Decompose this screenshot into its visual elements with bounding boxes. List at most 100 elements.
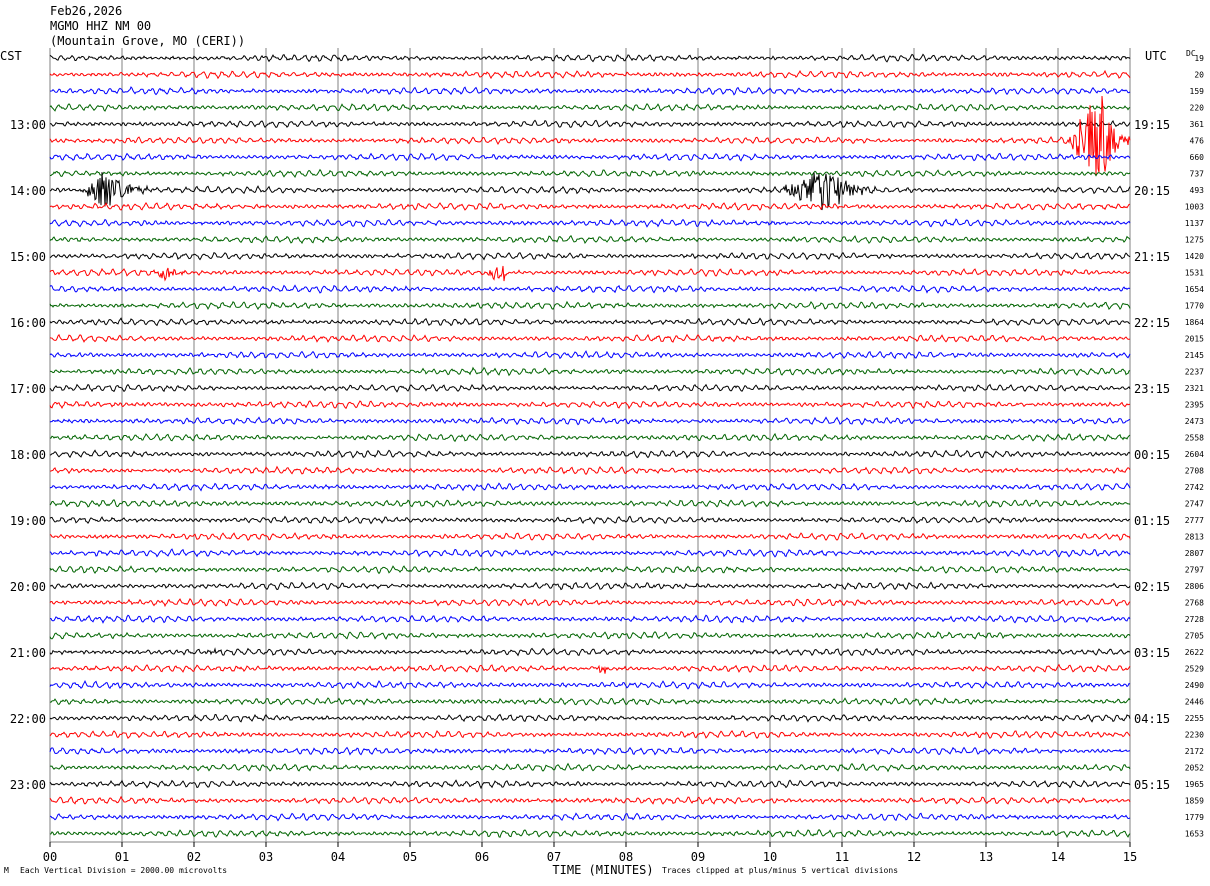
seismic-trace-20 [49,383,1131,393]
x-axis-label: TIME (MINUTES) [552,863,653,877]
dc-offset-label: 2558 [1185,434,1204,443]
dc-offset-label: 2604 [1185,450,1204,459]
seismic-trace-46 [49,812,1131,822]
dc-offset-label: 19 [1194,54,1204,63]
dc-offset-label: 2255 [1185,714,1204,723]
dc-offset-label: 20 [1194,71,1204,80]
dc-offset-label: 1531 [1185,269,1204,278]
minute-grid [49,48,1131,847]
dc-offset-label: 1859 [1185,797,1204,806]
seismic-trace-11 [49,235,1131,245]
dc-offset-label: 2145 [1185,351,1204,360]
right-hour-label: 00:15 [1134,448,1170,462]
seismic-trace-34 [49,614,1131,624]
label-group: CST UTC DC TIME (MINUTES) 00 01 02 03 04 05 06… [0,49,1204,877]
right-hour-label: 22:15 [1134,316,1170,330]
seismic-trace-44 [49,779,1131,790]
dc-offset-label: 2622 [1185,648,1204,657]
dc-offset-label: 361 [1190,120,1205,129]
dc-offset-label: 2052 [1185,764,1204,773]
dc-offset-label: 2172 [1185,747,1204,756]
dc-offset-label: 159 [1190,87,1205,96]
left-hour-label: 16:00 [10,316,46,330]
seismic-trace-36 [49,647,1131,657]
dc-offset-label: 2321 [1185,384,1204,393]
dc-offset-label: 1275 [1185,236,1204,245]
seismic-trace-32 [49,581,1131,591]
seismic-trace-28 [49,515,1131,525]
right-hour-label: 23:15 [1134,382,1170,396]
seismic-trace-19 [49,366,1131,377]
left-hour-label: 18:00 [10,448,46,462]
corner-mark: M [4,866,9,875]
dc-offset-header: DC [1186,49,1196,58]
seismic-trace-1 [49,69,1131,80]
dc-offset-label: 2768 [1185,599,1204,608]
x-tick-label: 00 [43,850,57,864]
seismic-trace-14 [49,284,1131,294]
right-hour-label: 01:15 [1134,514,1170,528]
seismic-trace-42 [49,746,1131,756]
dc-offset-label: 2813 [1185,533,1204,542]
x-tick-label: 09 [691,850,705,864]
right-timezone-label: UTC [1145,49,1167,63]
dc-offset-label: 1779 [1185,813,1204,822]
seismic-trace-45 [49,795,1131,805]
seismic-trace-6 [49,152,1131,162]
seismic-trace-22 [49,416,1131,426]
seismic-trace-30 [49,548,1131,558]
left-hour-label: 19:00 [10,514,46,528]
x-tick-label: 15 [1123,850,1137,864]
dc-offset-label: 2015 [1185,335,1204,344]
dc-offset-label: 2747 [1185,500,1204,509]
clip-note: Traces clipped at plus/minus 5 vertical … [662,866,899,875]
seismic-trace-5 [49,95,1131,176]
seismic-trace-43 [49,762,1131,773]
seismic-trace-38 [49,680,1131,690]
seismic-trace-9 [49,201,1131,211]
dc-offset-label: 1420 [1185,252,1204,261]
seismic-trace-41 [49,730,1131,739]
dc-offset-label: 2446 [1185,698,1204,707]
dc-offset-label: 1653 [1185,830,1204,839]
dc-offset-label: 737 [1190,170,1205,179]
dc-offset-label: 2728 [1185,615,1204,624]
left-hour-label: 22:00 [10,712,46,726]
right-hour-label: 21:15 [1134,250,1170,264]
dc-offset-label: 1003 [1185,203,1204,212]
left-hour-label: 23:00 [10,778,46,792]
x-tick-label: 03 [259,850,273,864]
dc-offset-label: 493 [1190,186,1205,195]
dc-offset-label: 2708 [1185,467,1204,476]
seismic-trace-8 [49,172,1131,211]
seismic-trace-0 [49,53,1131,63]
left-hour-label: 21:00 [10,646,46,660]
seismic-trace-27 [49,499,1131,508]
seismic-trace-31 [49,565,1131,575]
right-hour-label: 04:15 [1134,712,1170,726]
seismic-trace-17 [49,333,1131,343]
dc-offset-label: 2742 [1185,483,1204,492]
dc-offset-label: 2473 [1185,417,1204,426]
seismic-trace-37 [49,663,1131,674]
left-hour-label: 14:00 [10,184,46,198]
seismic-trace-7 [50,168,1131,179]
seismic-trace-33 [49,598,1131,608]
x-tick-label: 08 [619,850,633,864]
seismic-trace-25 [49,465,1131,476]
left-hour-label: 20:00 [10,580,46,594]
x-tick-label: 05 [403,850,417,864]
dc-offset-label: 1654 [1185,285,1204,294]
seismic-trace-18 [49,350,1131,360]
dc-offset-label: 660 [1190,153,1205,162]
seismic-trace-2 [49,86,1131,96]
x-tick-label: 12 [907,850,921,864]
right-hour-label: 19:15 [1134,118,1170,132]
dc-offset-label: 2529 [1185,665,1204,674]
dc-offset-label: 2705 [1185,632,1204,641]
x-tick-label: 10 [763,850,777,864]
left-hour-label: 13:00 [10,118,46,132]
header-location: (Mountain Grove, MO (CERI)) [50,34,246,48]
seismic-trace-23 [49,432,1131,443]
dc-offset-label: 2490 [1185,681,1204,690]
